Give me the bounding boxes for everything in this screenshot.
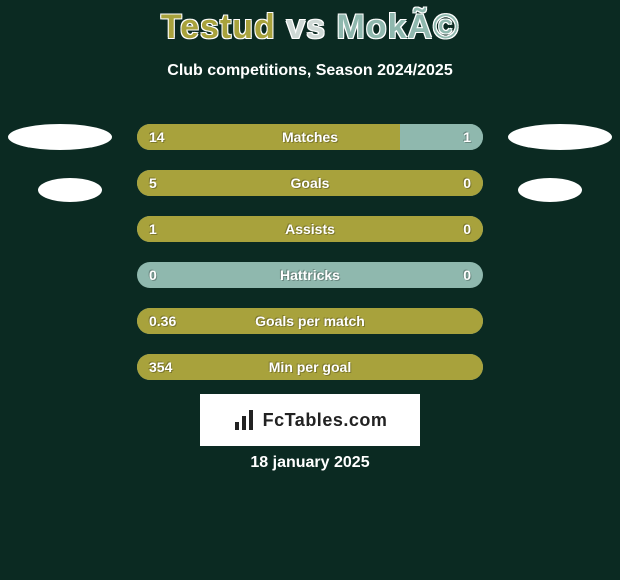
stat-right-value: 0 bbox=[463, 170, 471, 196]
decorative-ellipse bbox=[38, 178, 102, 202]
title-separator: vs bbox=[286, 8, 326, 46]
subtitle: Club competitions, Season 2024/2025 bbox=[0, 62, 620, 80]
date: 18 january 2025 bbox=[0, 454, 620, 472]
stats-bars: 14Matches15Goals01Assists00Hattricks00.3… bbox=[137, 124, 483, 400]
stat-right-value: 1 bbox=[463, 124, 471, 150]
stat-row: 1Assists0 bbox=[137, 216, 483, 242]
title-left-player: Testud bbox=[161, 8, 276, 46]
stat-label: Assists bbox=[137, 216, 483, 242]
stat-row: 14Matches1 bbox=[137, 124, 483, 150]
logo-box: FcTables.com bbox=[200, 394, 420, 446]
stat-label: Min per goal bbox=[137, 354, 483, 380]
bars-icon bbox=[233, 408, 257, 432]
title-right-player: MokÃ© bbox=[337, 8, 460, 46]
stat-row: 0Hattricks0 bbox=[137, 262, 483, 288]
stat-right-value: 0 bbox=[463, 216, 471, 242]
stat-label: Hattricks bbox=[137, 262, 483, 288]
stat-label: Matches bbox=[137, 124, 483, 150]
decorative-ellipse bbox=[508, 124, 612, 150]
stat-label: Goals bbox=[137, 170, 483, 196]
logo-text: FcTables.com bbox=[263, 410, 388, 431]
stat-row: 0.36Goals per match bbox=[137, 308, 483, 334]
stat-label: Goals per match bbox=[137, 308, 483, 334]
decorative-ellipse bbox=[518, 178, 582, 202]
decorative-ellipse bbox=[8, 124, 112, 150]
stat-row: 5Goals0 bbox=[137, 170, 483, 196]
page-title: Testud vs MokÃ© bbox=[0, 8, 620, 47]
stat-row: 354Min per goal bbox=[137, 354, 483, 380]
stat-right-value: 0 bbox=[463, 262, 471, 288]
